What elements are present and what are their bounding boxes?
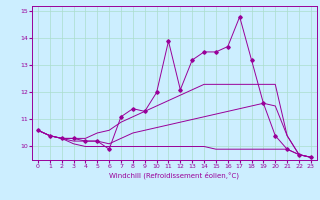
X-axis label: Windchill (Refroidissement éolien,°C): Windchill (Refroidissement éolien,°C)	[109, 172, 239, 179]
